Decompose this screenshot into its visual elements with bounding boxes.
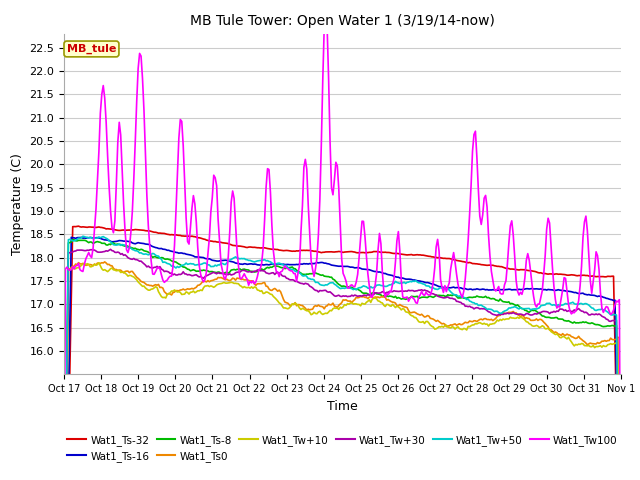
Wat1_Ts0 <box>541 321 549 326</box>
Wat1_Ts0 <box>348 300 356 306</box>
Wat1_Ts-32 <box>614 479 621 480</box>
Wat1_Ts0 <box>101 259 109 265</box>
Wat1_Tw+50 <box>458 294 466 300</box>
Wat1_Tw+10 <box>79 261 87 267</box>
Wat1_Ts0 <box>79 261 87 266</box>
Wat1_Tw+50 <box>81 234 88 240</box>
Wat1_Tw100 <box>348 282 356 288</box>
Text: MB_tule: MB_tule <box>67 44 116 54</box>
Wat1_Ts-16 <box>541 287 549 292</box>
Wat1_Tw+30 <box>107 246 115 252</box>
Title: MB Tule Tower: Open Water 1 (3/19/14-now): MB Tule Tower: Open Water 1 (3/19/14-now… <box>190 14 495 28</box>
Wat1_Tw+50 <box>348 286 356 291</box>
Wat1_Tw+30 <box>348 292 356 298</box>
Wat1_Tw+10 <box>348 300 356 306</box>
Wat1_Ts-8 <box>614 433 621 439</box>
Wat1_Tw100 <box>541 252 549 258</box>
Line: Wat1_Tw+30: Wat1_Tw+30 <box>64 249 621 480</box>
Line: Wat1_Tw100: Wat1_Tw100 <box>64 7 621 480</box>
Wat1_Tw+10 <box>614 340 621 346</box>
Wat1_Ts-8 <box>98 240 106 246</box>
Line: Wat1_Ts-8: Wat1_Ts-8 <box>64 240 621 480</box>
Wat1_Ts0 <box>97 261 104 266</box>
Wat1_Ts-8 <box>348 285 356 290</box>
Wat1_Ts0 <box>614 334 621 340</box>
Wat1_Tw+10 <box>95 260 103 265</box>
Legend: Wat1_Ts-32, Wat1_Ts-16, Wat1_Ts-8, Wat1_Ts0, Wat1_Tw+10, Wat1_Tw+30, Wat1_Tw+50,: Wat1_Ts-32, Wat1_Ts-16, Wat1_Ts-8, Wat1_… <box>63 431 621 466</box>
X-axis label: Time: Time <box>327 400 358 413</box>
Wat1_Ts-8 <box>81 238 88 243</box>
Wat1_Ts-32 <box>75 223 83 229</box>
Wat1_Tw+30 <box>458 301 466 307</box>
Line: Wat1_Tw+10: Wat1_Tw+10 <box>64 263 621 480</box>
Wat1_Tw+10 <box>98 266 106 272</box>
Wat1_Tw100 <box>97 110 104 116</box>
Wat1_Ts0 <box>458 322 466 327</box>
Line: Wat1_Ts0: Wat1_Ts0 <box>64 262 621 480</box>
Wat1_Ts-16 <box>348 264 356 270</box>
Wat1_Tw100 <box>458 295 466 300</box>
Wat1_Ts-16 <box>98 236 106 242</box>
Wat1_Ts-32 <box>81 224 88 230</box>
Wat1_Tw+10 <box>541 326 549 332</box>
Wat1_Ts-32 <box>98 225 106 230</box>
Wat1_Ts-32 <box>541 271 549 276</box>
Wat1_Tw+30 <box>614 429 621 434</box>
Wat1_Ts-32 <box>458 259 466 264</box>
Wat1_Tw100 <box>79 269 87 275</box>
Wat1_Ts-16 <box>458 286 466 291</box>
Wat1_Tw+30 <box>97 249 104 255</box>
Wat1_Ts-8 <box>541 314 549 320</box>
Wat1_Tw+50 <box>614 424 621 430</box>
Wat1_Tw100 <box>322 4 330 10</box>
Wat1_Ts-8 <box>458 295 466 300</box>
Wat1_Ts-16 <box>67 234 75 240</box>
Wat1_Tw+10 <box>458 327 466 333</box>
Wat1_Ts-16 <box>81 235 88 241</box>
Wat1_Tw+50 <box>98 234 106 240</box>
Wat1_Tw+30 <box>79 247 87 253</box>
Wat1_Ts-8 <box>69 237 77 243</box>
Line: Wat1_Ts-32: Wat1_Ts-32 <box>64 226 621 480</box>
Wat1_Tw+50 <box>79 233 87 239</box>
Wat1_Ts-16 <box>614 457 621 463</box>
Wat1_Tw100 <box>614 299 621 305</box>
Wat1_Tw+30 <box>541 309 549 314</box>
Wat1_Tw+50 <box>541 302 549 308</box>
Line: Wat1_Ts-16: Wat1_Ts-16 <box>64 237 621 480</box>
Line: Wat1_Tw+50: Wat1_Tw+50 <box>64 236 621 480</box>
Wat1_Ts-32 <box>348 249 356 254</box>
Y-axis label: Temperature (C): Temperature (C) <box>11 153 24 255</box>
